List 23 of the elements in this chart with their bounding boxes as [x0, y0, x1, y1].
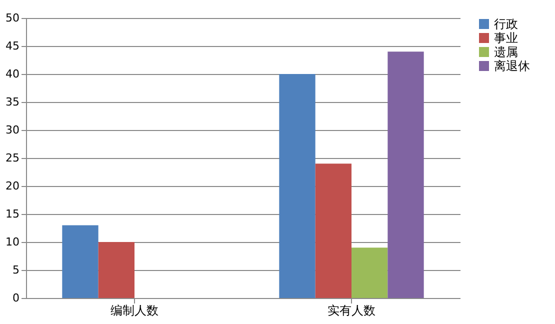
bar — [315, 164, 352, 298]
y-tick-label: 5 — [12, 264, 20, 276]
y-tick-label: 25 — [6, 152, 20, 164]
y-tick-label: 40 — [6, 68, 20, 80]
y-tick-label: 50 — [6, 12, 20, 24]
legend-label: 事业 — [494, 31, 518, 45]
legend-label: 离退休 — [494, 59, 530, 73]
y-tick-label: 30 — [6, 124, 20, 136]
y-tick-label: 10 — [6, 236, 20, 248]
y-tick-label: 0 — [12, 292, 20, 304]
bar — [98, 242, 134, 298]
x-tick-label: 实有人数 — [328, 304, 376, 318]
legend-label: 遗属 — [494, 45, 518, 59]
y-tick-label: 35 — [6, 96, 20, 108]
y-tick-label: 45 — [6, 40, 20, 52]
x-tick-label: 编制人数 — [110, 304, 158, 318]
bar — [388, 52, 424, 298]
y-tick-label: 20 — [6, 180, 20, 192]
bar — [279, 74, 316, 298]
legend-label: 行政 — [494, 17, 518, 31]
bar — [62, 225, 98, 298]
y-tick-label: 15 — [6, 208, 20, 220]
bar — [352, 248, 388, 298]
